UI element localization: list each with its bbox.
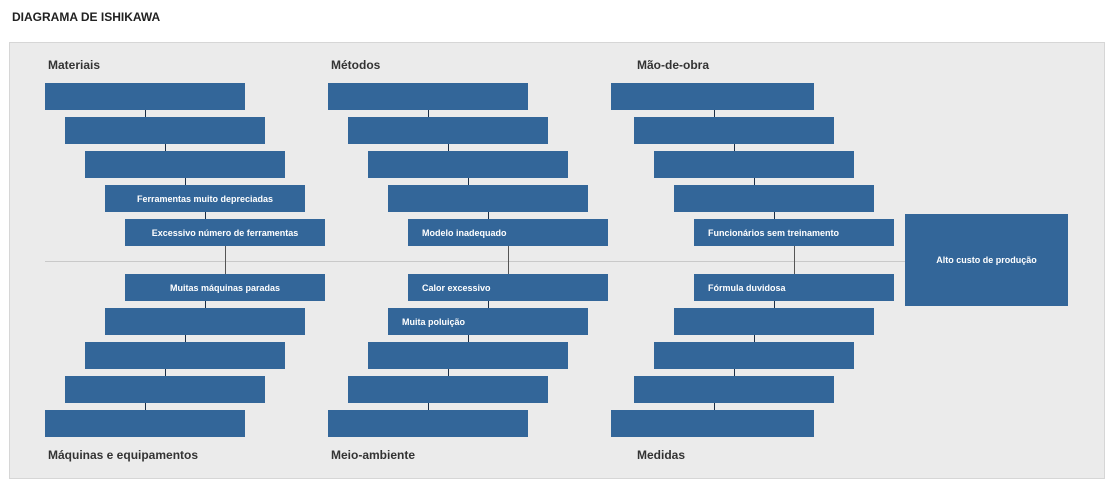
fishbone-spine [45, 261, 905, 262]
cause-box-maquinas-1: Muitas máquinas paradas [125, 274, 325, 301]
cause-box-meio-ambiente-4 [348, 376, 548, 403]
connector [714, 403, 715, 410]
effect-box: Alto custo de produção [905, 214, 1068, 306]
cause-box-mao-de-obra-1 [611, 83, 814, 110]
cause-box-medidas-2 [674, 308, 874, 335]
connector [774, 301, 775, 308]
cause-box-medidas-1: Fórmula duvidosa [694, 274, 894, 301]
cause-box-medidas-3 [654, 342, 854, 369]
connector [754, 178, 755, 185]
cause-box-mao-de-obra-4 [674, 185, 874, 212]
connector [468, 335, 469, 342]
category-label-meio-ambiente: Meio-ambiente [331, 448, 416, 462]
connector [165, 369, 166, 376]
connector [185, 335, 186, 342]
cause-box-mao-de-obra-5: Funcionários sem treinamento [694, 219, 894, 246]
connector [754, 335, 755, 342]
connector [165, 144, 166, 151]
cause-box-maquinas-3 [85, 342, 285, 369]
branch-stem [794, 246, 795, 273]
page-title: DIAGRAMA DE ISHIKAWA [12, 10, 161, 24]
cause-box-metodos-2 [348, 117, 548, 144]
cause-box-mao-de-obra-3 [654, 151, 854, 178]
connector [734, 144, 735, 151]
cause-box-materiais-3 [85, 151, 285, 178]
connector [734, 369, 735, 376]
connector [488, 301, 489, 308]
category-label-materiais: Materiais [48, 58, 101, 72]
cause-box-maquinas-2 [105, 308, 305, 335]
cause-box-maquinas-5 [45, 410, 245, 437]
connector [205, 301, 206, 308]
category-label-maquinas: Máquinas e equipamentos [48, 448, 199, 462]
cause-box-metodos-1 [328, 83, 528, 110]
category-label-medidas: Medidas [637, 448, 686, 462]
cause-box-medidas-5 [611, 410, 814, 437]
cause-box-materiais-1 [45, 83, 245, 110]
cause-box-metodos-5: Modelo inadequado [408, 219, 608, 246]
branch-stem [508, 261, 509, 274]
connector [468, 178, 469, 185]
connector [185, 178, 186, 185]
connector [488, 212, 489, 219]
cause-box-mao-de-obra-2 [634, 117, 834, 144]
cause-box-meio-ambiente-1: Calor excessivo [408, 274, 608, 301]
connector [145, 110, 146, 117]
cause-box-metodos-4 [388, 185, 588, 212]
connector [448, 369, 449, 376]
connector [448, 144, 449, 151]
connector [714, 110, 715, 117]
cause-box-materiais-5: Excessivo número de ferramentas [125, 219, 325, 246]
branch-stem [508, 246, 509, 273]
connector [428, 403, 429, 410]
category-label-metodos: Métodos [331, 58, 381, 72]
branch-stem [225, 261, 226, 274]
connector [205, 212, 206, 219]
branch-stem [794, 261, 795, 274]
cause-box-materiais-4: Ferramentas muito depreciadas [105, 185, 305, 212]
connector [145, 403, 146, 410]
cause-box-materiais-2 [65, 117, 265, 144]
connector [428, 110, 429, 117]
cause-box-meio-ambiente-3 [368, 342, 568, 369]
cause-box-metodos-3 [368, 151, 568, 178]
cause-box-maquinas-4 [65, 376, 265, 403]
category-label-mao-de-obra: Mão-de-obra [637, 58, 709, 72]
cause-box-medidas-4 [634, 376, 834, 403]
cause-box-meio-ambiente-5 [328, 410, 528, 437]
branch-stem [225, 246, 226, 273]
cause-box-meio-ambiente-2: Muita poluição [388, 308, 588, 335]
connector [774, 212, 775, 219]
